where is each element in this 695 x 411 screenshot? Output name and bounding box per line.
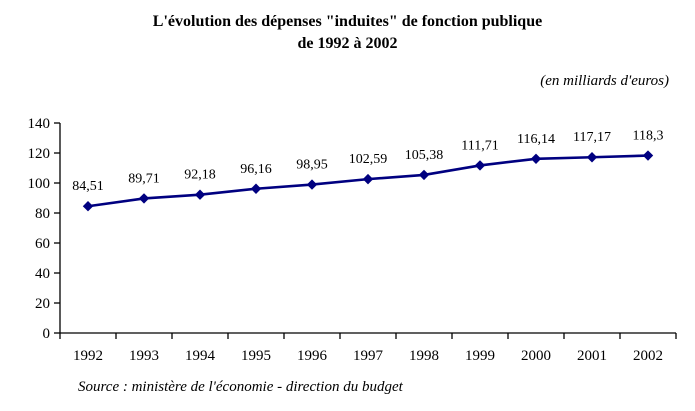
x-tick-label: 2001 xyxy=(577,348,607,364)
data-point-marker xyxy=(138,193,150,204)
x-tick-label: 2002 xyxy=(633,348,663,364)
y-tick-label: 60 xyxy=(35,236,50,252)
data-point-marker xyxy=(642,150,654,161)
data-point-label: 118,3 xyxy=(633,129,664,144)
data-point-label: 96,16 xyxy=(240,162,272,177)
y-tick-label: 20 xyxy=(35,296,50,312)
data-point-marker xyxy=(362,173,374,185)
x-tick-label: 1994 xyxy=(185,348,216,364)
y-tick-label: 120 xyxy=(28,146,51,162)
data-point-marker xyxy=(82,201,94,212)
y-tick-label: 0 xyxy=(43,326,51,342)
data-point-label: 84,51 xyxy=(72,179,104,194)
data-point-marker xyxy=(530,153,542,164)
chart-title-line2: de 1992 à 2002 xyxy=(297,35,398,52)
data-point-label: 89,71 xyxy=(128,171,160,186)
units-note: (en milliards d'euros) xyxy=(540,73,669,89)
data-point-marker xyxy=(474,160,486,171)
y-tick-label: 140 xyxy=(28,116,51,132)
x-tick-label: 2000 xyxy=(521,348,551,364)
data-point-marker xyxy=(250,183,262,194)
chart-title-line1: L'évolution des dépenses "induites" de f… xyxy=(152,13,543,30)
y-tick-label: 80 xyxy=(35,206,50,222)
y-tick-label: 100 xyxy=(28,176,51,192)
data-point-label: 102,59 xyxy=(349,152,388,167)
data-point-label: 117,17 xyxy=(573,130,611,145)
data-point-marker xyxy=(418,169,430,181)
data-point-label: 116,14 xyxy=(517,132,555,147)
x-tick-label: 1993 xyxy=(129,348,159,364)
data-point-label: 92,18 xyxy=(184,168,216,183)
data-point-marker xyxy=(194,189,206,200)
x-tick-label: 1995 xyxy=(241,348,271,364)
x-tick-label: 1998 xyxy=(409,348,439,364)
x-tick-label: 1996 xyxy=(297,348,328,364)
x-tick-label: 1997 xyxy=(353,348,384,364)
source-note: Source : ministère de l'économie - direc… xyxy=(78,379,403,395)
data-point-label: 105,38 xyxy=(405,148,444,163)
y-tick-label: 40 xyxy=(35,266,50,282)
data-point-label: 98,95 xyxy=(296,158,328,173)
x-tick-label: 1999 xyxy=(465,348,495,364)
x-tick-label: 1992 xyxy=(73,348,103,364)
chart-title: L'évolution des dépenses "induites" de f… xyxy=(0,11,695,55)
data-point-marker xyxy=(306,179,318,190)
data-point-marker xyxy=(586,152,598,163)
data-point-label: 111,71 xyxy=(461,138,498,153)
